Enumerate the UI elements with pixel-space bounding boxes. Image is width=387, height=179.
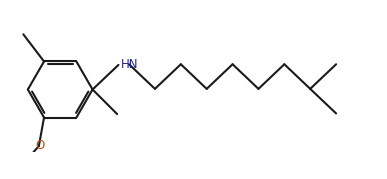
Text: O: O xyxy=(35,139,44,152)
Text: HN: HN xyxy=(121,58,139,71)
